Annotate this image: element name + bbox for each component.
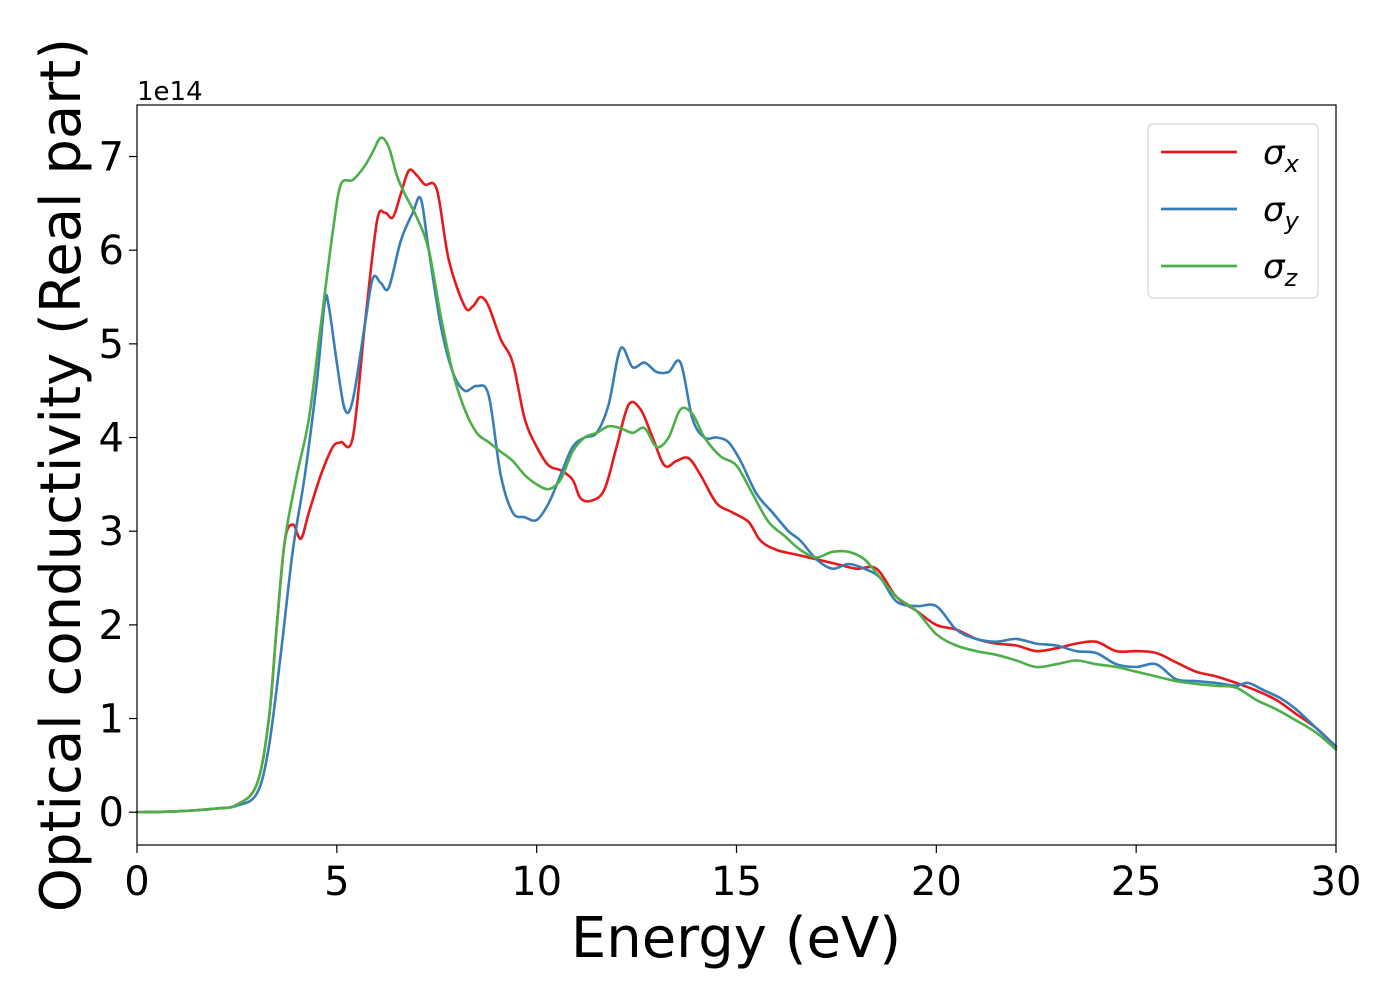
y-tick-label: 1: [99, 697, 124, 743]
y-tick-label: 5: [99, 322, 124, 368]
series-line-y: [135, 195, 1338, 814]
x-axis-title: Energy (eV): [571, 906, 901, 971]
x-tick-label: 10: [511, 859, 562, 905]
legend-box: [1147, 123, 1319, 299]
x-tick-label: 30: [1311, 859, 1362, 905]
series-layer: [135, 136, 1338, 814]
x-tick-label: 25: [1111, 859, 1162, 905]
y-tick-label: 4: [99, 416, 124, 462]
x-tick-label: 20: [911, 859, 962, 905]
y-tick-label: 7: [99, 135, 124, 181]
legend: σx σy σz: [1147, 123, 1319, 299]
x-tick-label: 5: [324, 859, 349, 905]
y-tick-label: 6: [99, 228, 124, 274]
legend-label-z: σz: [1263, 247, 1299, 292]
y-axis-title: Optical conductivity (Real part): [29, 38, 94, 912]
y-axis-ticks: 0 1 2 3 4 5 6 7: [99, 135, 137, 836]
y-tick-label: 0: [99, 790, 124, 836]
y-scale-offset-label: 1e14: [137, 77, 203, 107]
series-line-x: [135, 168, 1338, 814]
x-tick-label: 0: [124, 859, 149, 905]
x-axis-ticks: 0 5 10 15 20 25 30: [124, 845, 1361, 905]
series-line-z: [135, 136, 1338, 814]
y-tick-label: 3: [99, 509, 124, 555]
x-tick-label: 15: [711, 859, 762, 905]
y-tick-label: 2: [99, 603, 124, 649]
legend-label-x: σx: [1263, 133, 1300, 178]
legend-label-y: σy: [1263, 190, 1300, 235]
